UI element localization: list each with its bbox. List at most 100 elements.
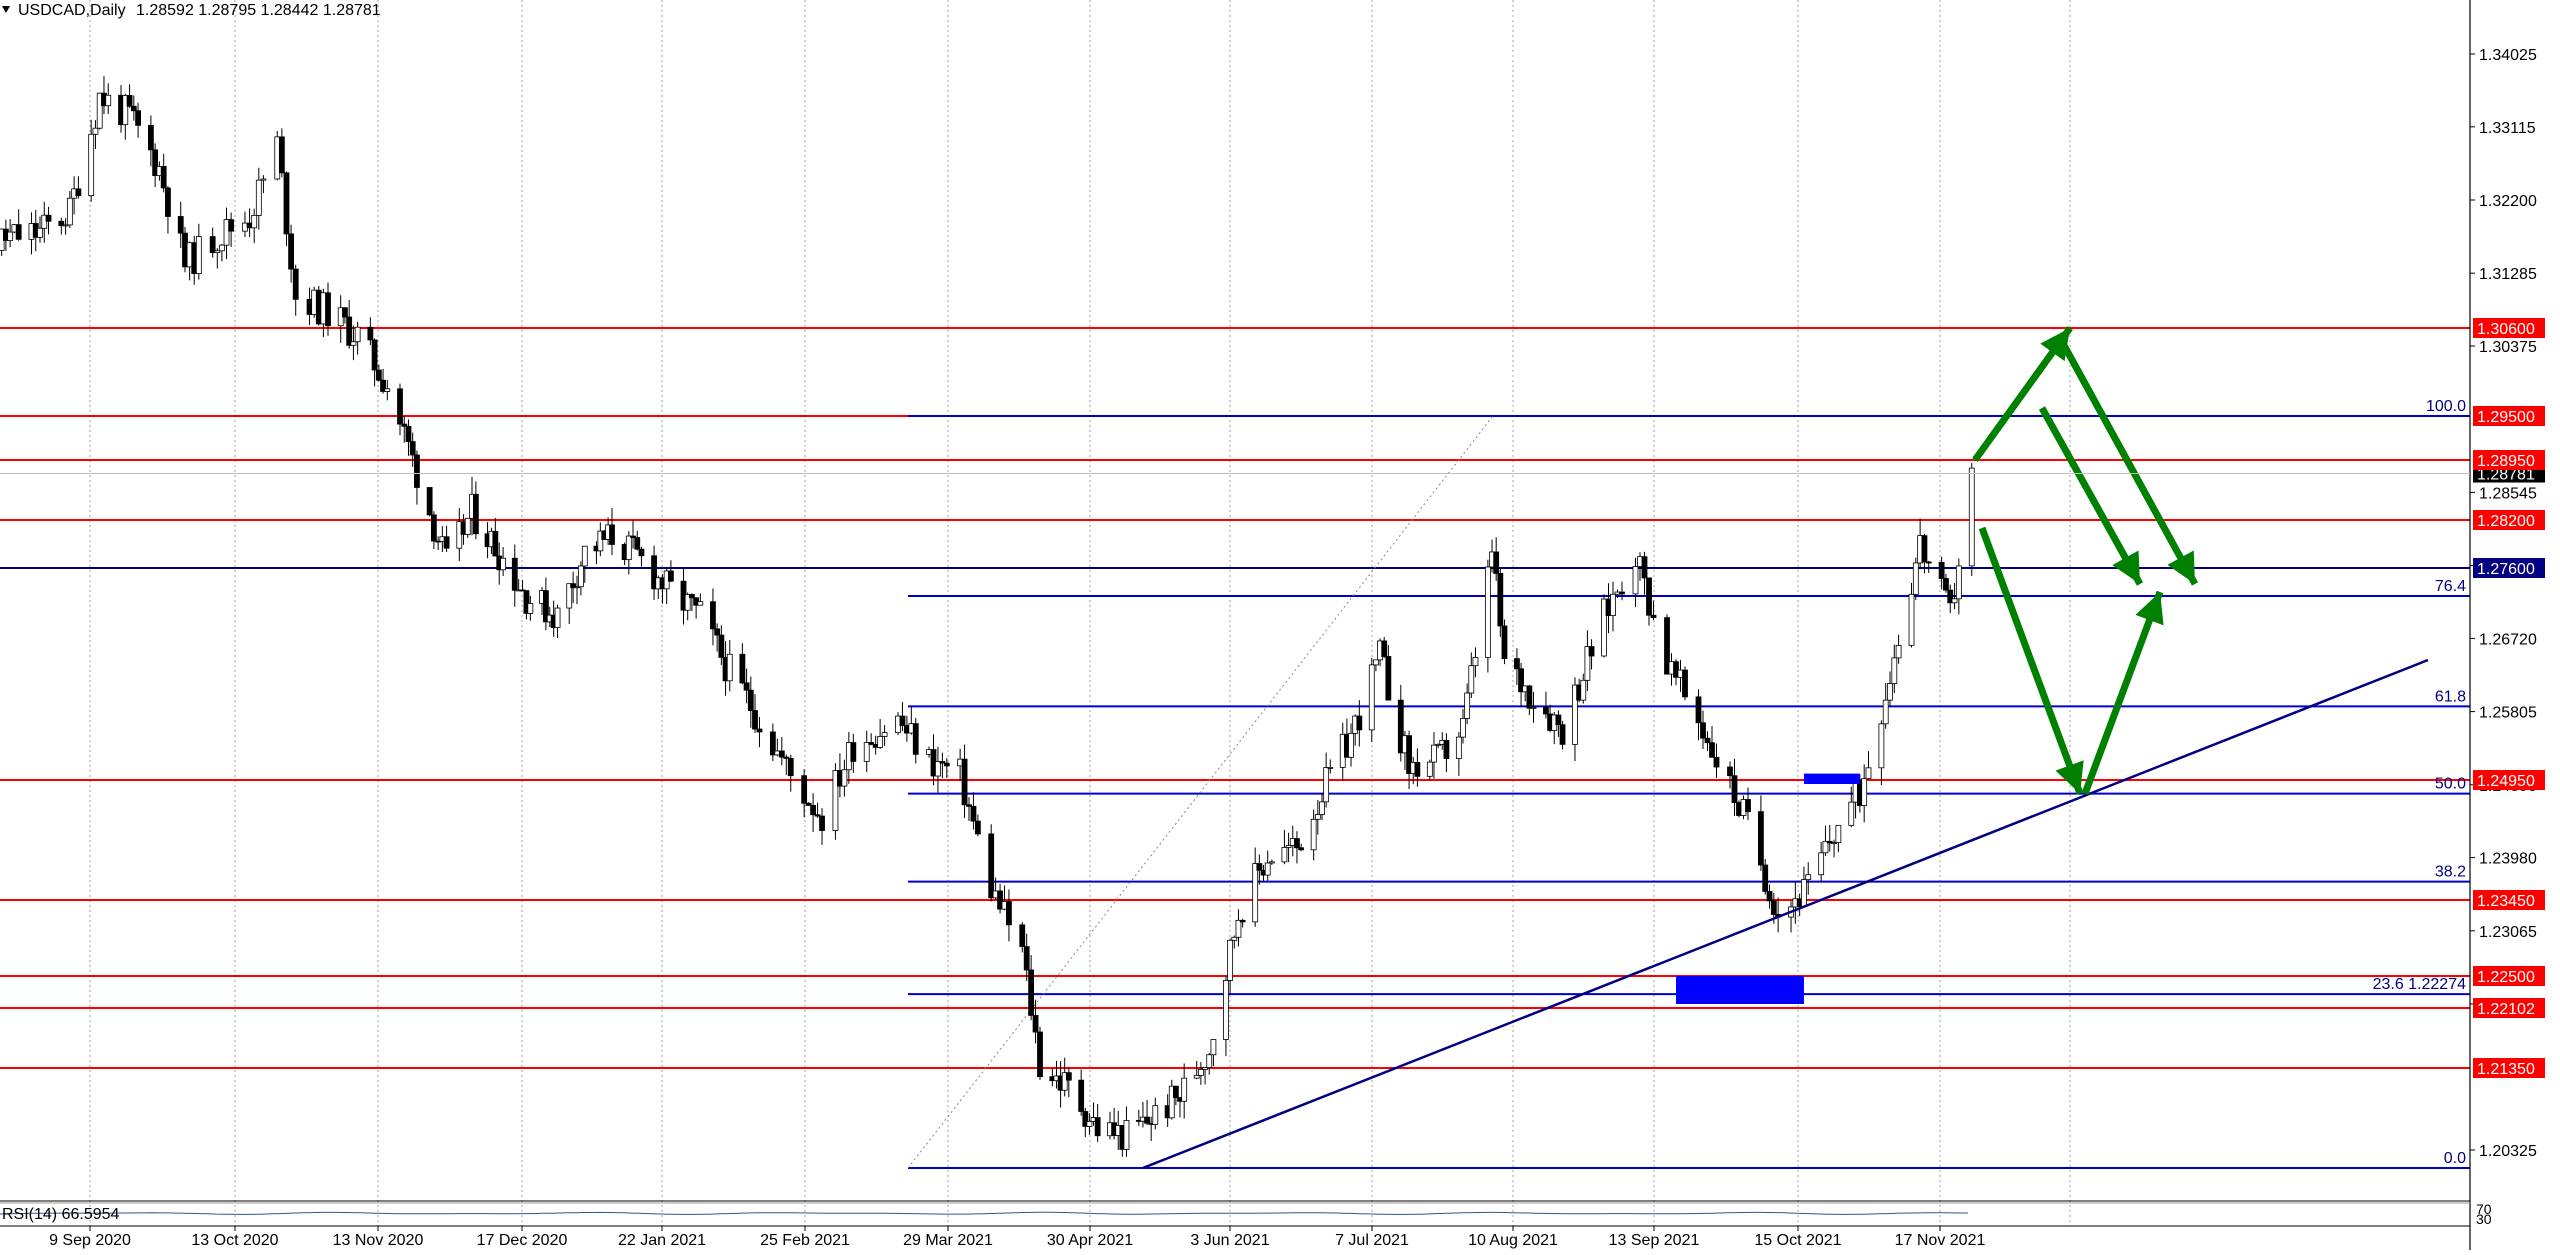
- candle-body: [1826, 840, 1833, 844]
- candle-body: [1144, 1116, 1150, 1124]
- candle: [1497, 568, 1504, 637]
- candle-body: [935, 761, 941, 777]
- candle-body: [7, 231, 14, 241]
- price-tag-background: [2473, 998, 2545, 1018]
- candlesticks: [0, 76, 1975, 1157]
- candle-body: [778, 750, 785, 758]
- candle-body: [1831, 842, 1837, 845]
- candle: [58, 217, 65, 235]
- candle-body: [863, 742, 870, 762]
- candle-body: [1943, 578, 1949, 591]
- candle: [1298, 843, 1305, 852]
- candle: [1632, 557, 1639, 608]
- candle-body: [1895, 644, 1902, 659]
- candle: [801, 769, 808, 818]
- candle-body: [1887, 683, 1893, 701]
- candle: [1256, 854, 1263, 885]
- candle-body: [710, 601, 716, 630]
- candle: [752, 694, 758, 733]
- candle: [935, 746, 941, 793]
- candle-body: [1381, 640, 1388, 657]
- price-tag-background: [2473, 558, 2545, 578]
- candle: [1426, 759, 1433, 781]
- candle-body: [1252, 863, 1259, 923]
- candle-body: [375, 369, 382, 381]
- candle: [223, 207, 230, 260]
- candle: [1406, 730, 1412, 789]
- zone-rect[interactable]: [1803, 773, 1860, 784]
- candle: [228, 212, 235, 247]
- candle: [970, 792, 977, 830]
- candle-body: [1731, 775, 1738, 803]
- candle: [1319, 793, 1325, 820]
- arrow-head: [2135, 592, 2164, 626]
- candle: [283, 171, 290, 246]
- candle-body: [1484, 566, 1491, 658]
- candle-body: [1497, 573, 1504, 627]
- arrow-down-second[interactable]: [2038, 406, 2144, 586]
- candle: [638, 546, 645, 567]
- candle: [1285, 832, 1292, 863]
- candle-body: [405, 425, 412, 443]
- candle: [726, 640, 733, 692]
- candle-body: [165, 187, 171, 217]
- candle-body: [1239, 919, 1246, 923]
- candle-body: [689, 594, 695, 599]
- candle: [1464, 683, 1471, 725]
- candle: [714, 623, 721, 652]
- candle-body: [1951, 598, 1958, 604]
- price-tag-background: [2473, 406, 2545, 426]
- candle-body: [769, 731, 776, 756]
- candle: [634, 530, 641, 551]
- candle: [1023, 933, 1030, 982]
- candle: [1921, 534, 1928, 574]
- scenario-arrows[interactable]: [1972, 325, 2199, 795]
- candle-body: [75, 188, 82, 197]
- candle-body: [747, 689, 754, 711]
- candle: [122, 93, 129, 140]
- candle-body: [810, 805, 816, 816]
- candle: [7, 219, 14, 248]
- candle: [554, 604, 561, 638]
- candle: [75, 176, 82, 199]
- candle: [1766, 884, 1773, 909]
- dropdown-arrow-icon[interactable]: [2, 6, 10, 13]
- candle-body: [209, 236, 216, 254]
- candle: [367, 317, 374, 346]
- candle-body: [464, 517, 471, 535]
- candle-body: [1588, 646, 1595, 657]
- fib-level-label: 50.0: [2435, 776, 2466, 793]
- trendline[interactable]: [1142, 658, 2429, 1170]
- candle: [1731, 758, 1738, 816]
- candle-body: [1443, 740, 1450, 759]
- fib-level-label: 61.8: [2435, 688, 2466, 705]
- candle-body: [1455, 736, 1462, 759]
- candle: [1925, 560, 1932, 573]
- arrow-down-from-resistance[interactable]: [2056, 336, 2199, 586]
- arrow-down-to-support[interactable]: [1978, 526, 2084, 795]
- candle: [1310, 809, 1317, 861]
- rsi-scale-bottom: 30: [2476, 1211, 2492, 1227]
- candle: [1619, 581, 1625, 601]
- support-zones[interactable]: [1676, 773, 1860, 1004]
- arrow-up-to-resistance[interactable]: [1972, 325, 2073, 463]
- candle-body: [1464, 692, 1471, 719]
- candle-body: [1285, 845, 1292, 848]
- candle: [160, 153, 167, 193]
- trendline-line[interactable]: [1142, 658, 2429, 1170]
- date-axis-ticks[interactable]: 9 Sep 2020 13 Oct 2020 13 Nov 2020 17 Dec 2…: [49, 1226, 1985, 1249]
- candle: [126, 84, 133, 108]
- zone-rect[interactable]: [1676, 976, 1804, 1004]
- candle: [997, 883, 1003, 914]
- candle-body: [105, 94, 112, 107]
- arrow-up-from-support[interactable]: [2081, 590, 2164, 795]
- candle: [1294, 831, 1300, 864]
- arrow-head: [2040, 328, 2070, 362]
- candle: [1065, 1067, 1072, 1098]
- candle-body: [15, 224, 22, 240]
- candle-body: [1193, 1074, 1200, 1079]
- candle-body: [1431, 744, 1437, 763]
- candle-body: [1695, 696, 1702, 724]
- candle: [974, 814, 981, 837]
